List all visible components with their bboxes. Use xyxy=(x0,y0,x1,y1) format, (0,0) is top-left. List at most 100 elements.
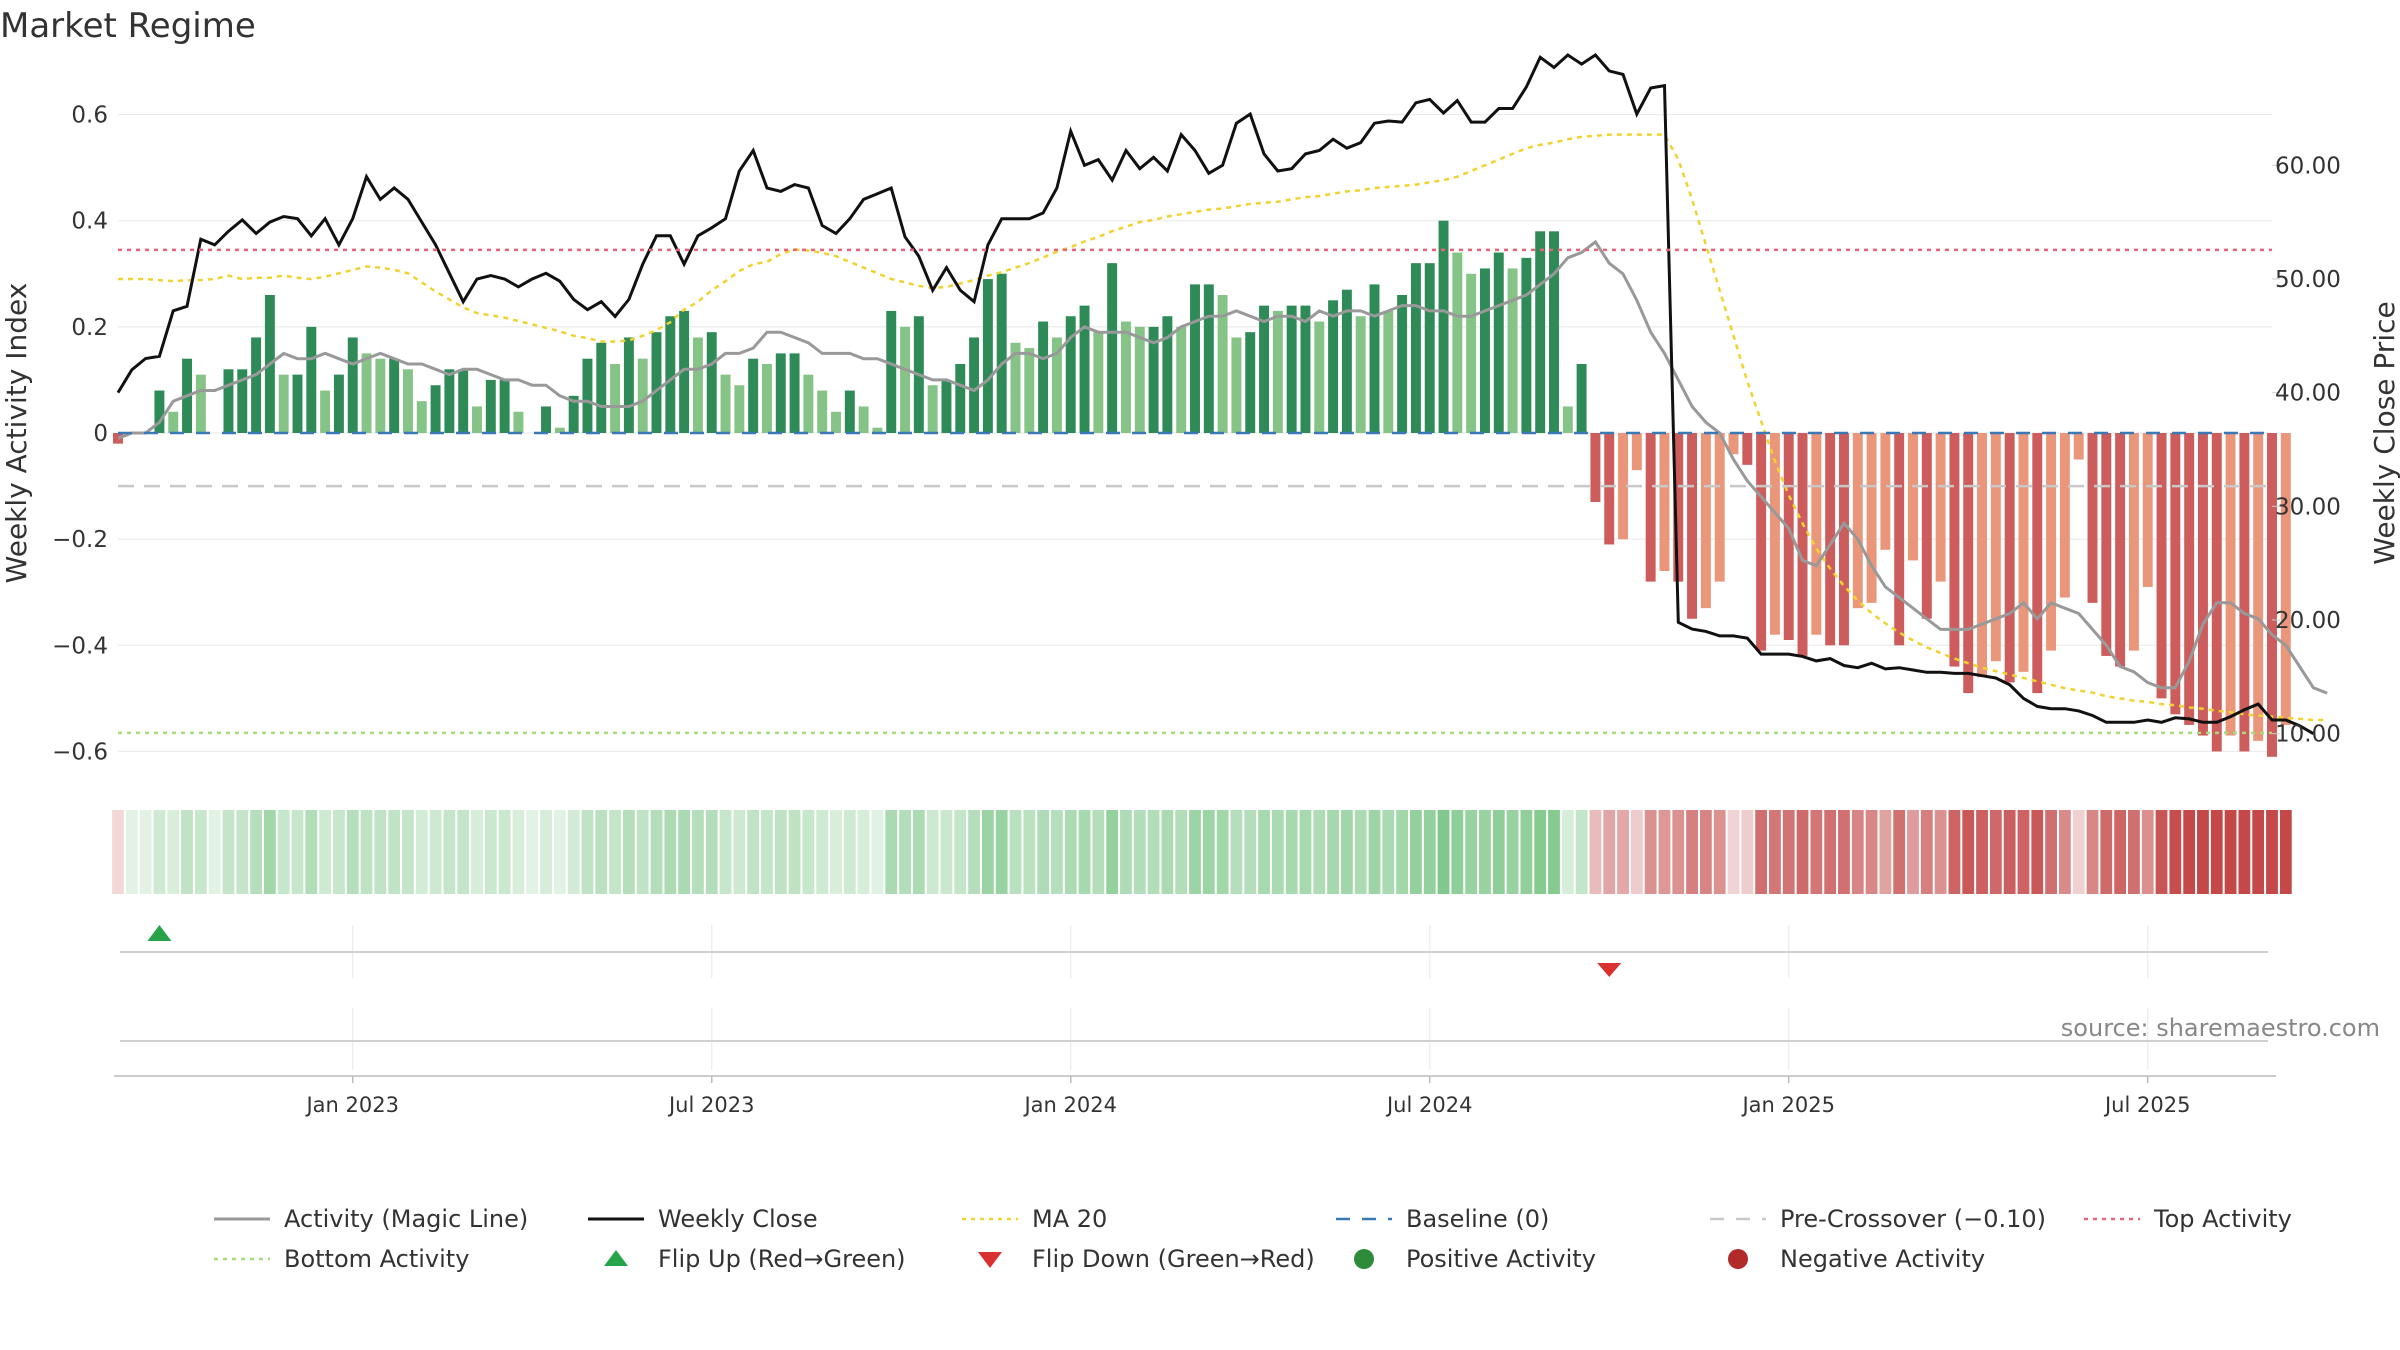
strip-cell xyxy=(1354,810,1367,894)
activity-bar xyxy=(927,385,938,433)
activity-bar xyxy=(1659,433,1670,571)
strip-cell xyxy=(1520,810,1533,894)
legend-item: Flip Down (Green→Red) xyxy=(958,1244,1332,1274)
legend-swatch-icon xyxy=(1710,1217,1766,1221)
activity-bar xyxy=(1300,305,1311,433)
strip-cell xyxy=(609,810,621,894)
strip-cell xyxy=(1838,810,1850,894)
strip-cell xyxy=(1327,810,1339,894)
legend-item: Positive Activity xyxy=(1332,1244,1706,1274)
strip-cell xyxy=(857,810,870,894)
activity-bar xyxy=(1493,252,1504,433)
legend-swatch-icon xyxy=(1336,1217,1392,1221)
activity-bar xyxy=(2059,433,2070,598)
strip-cell xyxy=(1769,810,1781,894)
triangle-up-icon xyxy=(604,1250,628,1266)
strip-cell xyxy=(277,810,290,894)
weekly-close-line xyxy=(116,53,2315,735)
activity-bar xyxy=(1535,231,1546,433)
activity-bar xyxy=(1811,433,1822,635)
activity-bar xyxy=(1783,433,1794,640)
strip-cell xyxy=(2058,810,2071,894)
activity-bar xyxy=(1742,433,1753,465)
strip-cell xyxy=(1492,810,1505,894)
strip-cell xyxy=(1092,810,1105,894)
activity-bar xyxy=(320,390,331,433)
activity-bar xyxy=(1908,433,1918,561)
strip-cell xyxy=(222,810,235,894)
strip-cell xyxy=(802,810,815,894)
activity-bar xyxy=(333,374,344,433)
source-label: source: sharemaestro.com xyxy=(2060,1014,2380,1042)
legend-swatch-icon xyxy=(962,1217,1018,1221)
strip-cell xyxy=(1479,810,1491,894)
strip-cell xyxy=(733,810,746,894)
strip-cell xyxy=(402,810,414,894)
legend-label: Flip Up (Red→Green) xyxy=(658,1245,906,1273)
y-left-axis-label: Weekly Activity Index xyxy=(0,283,33,584)
flip-markers-panel xyxy=(120,925,2268,1070)
x-tick-label: Jul 2024 xyxy=(1385,1093,1472,1117)
strip-cell xyxy=(2100,810,2113,894)
strip-cell xyxy=(995,810,1008,894)
y-left-tick-label: −0.4 xyxy=(52,633,108,659)
activity-bar xyxy=(1756,433,1767,651)
strip-cell xyxy=(1023,810,1036,894)
activity-bar xyxy=(720,374,731,433)
strip-cell xyxy=(650,810,663,894)
strip-cell xyxy=(553,810,566,894)
activity-bar xyxy=(1604,433,1615,545)
strip-cell xyxy=(1658,810,1671,894)
activity-bar xyxy=(886,310,897,433)
activity-bar xyxy=(1618,433,1629,540)
activity-bar xyxy=(2073,433,2084,460)
strip-cell xyxy=(263,810,276,894)
activity-bar xyxy=(1990,433,2001,662)
strip-cell xyxy=(512,810,525,894)
strip-cell xyxy=(940,810,953,894)
activity-bar xyxy=(1148,326,1159,433)
strip-cell xyxy=(1064,810,1077,894)
legend-item: Flip Up (Red→Green) xyxy=(584,1244,958,1274)
activity-bar xyxy=(1051,337,1062,433)
legend-label: Bottom Activity xyxy=(284,1245,470,1273)
strip-cell xyxy=(429,810,442,894)
activity-bar xyxy=(1921,433,1932,619)
chart-title: Market Regime xyxy=(0,6,256,46)
strip-cell xyxy=(2003,810,2016,894)
strip-cell xyxy=(1106,810,1119,894)
strip-cell xyxy=(1893,810,1906,894)
activity-bar xyxy=(1314,321,1325,433)
activity-bar xyxy=(1521,257,1532,433)
activity-bar xyxy=(1631,433,1642,471)
activity-bar xyxy=(1355,316,1366,433)
legend: Activity (Magic Line) Weekly Close MA 20 Ba… xyxy=(210,1204,2360,1274)
activity-bar xyxy=(2225,433,2236,736)
activity-bar xyxy=(1977,433,1988,678)
y-right-tick-label: 10.00 xyxy=(2275,722,2341,748)
activity-bar xyxy=(775,353,786,433)
legend-item: Weekly Close xyxy=(584,1204,958,1234)
activity-bar xyxy=(1024,348,1035,433)
strip-cell xyxy=(2114,810,2127,894)
legend-item: Baseline (0) xyxy=(1332,1204,1706,1234)
strip-cell xyxy=(457,810,470,894)
strip-cell xyxy=(2224,810,2237,894)
activity-bar xyxy=(472,406,482,433)
activity-bar xyxy=(485,379,496,433)
y-right-tick-label: 60.00 xyxy=(2275,153,2341,179)
strip-cell xyxy=(926,810,939,894)
strip-cell xyxy=(471,810,483,894)
activity-bar xyxy=(2128,433,2139,651)
strip-cell xyxy=(1258,810,1270,894)
strip-cell xyxy=(1782,810,1795,894)
activity-bar xyxy=(1424,263,1435,433)
series-lines xyxy=(116,53,2328,735)
strip-cell xyxy=(747,810,760,894)
activity-bar xyxy=(2211,433,2222,752)
strip-cell xyxy=(1133,810,1146,894)
activity-bar xyxy=(1687,433,1698,619)
activity-bar xyxy=(1397,295,1408,433)
strip-cell xyxy=(1410,810,1422,894)
y-left-tick-label: −0.6 xyxy=(52,739,108,765)
